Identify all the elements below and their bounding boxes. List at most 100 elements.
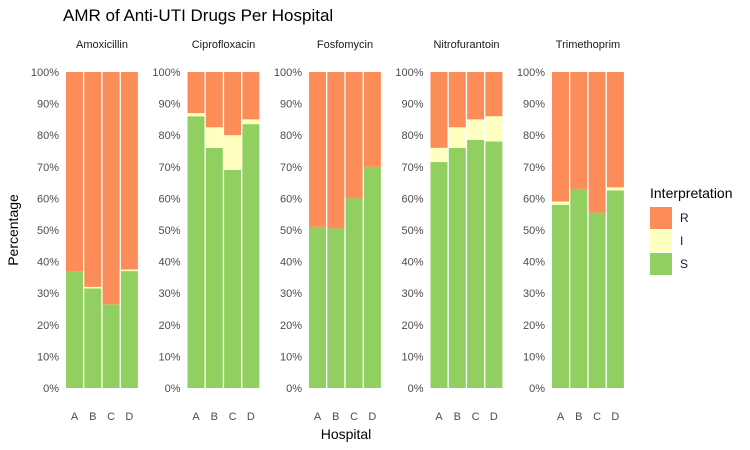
x-tick-label: B bbox=[575, 411, 582, 423]
bar-segment-r-d bbox=[120, 72, 138, 270]
y-tick-label: 60% bbox=[280, 193, 302, 205]
bar-segment-s-c bbox=[467, 139, 485, 388]
legend-key-s bbox=[650, 253, 672, 275]
bar-segment-r-c bbox=[345, 72, 363, 199]
bar-segment-s-d bbox=[120, 271, 138, 388]
x-tick-label: D bbox=[611, 411, 619, 423]
facet-ciprofloxacin: Ciprofloxacin 0% 10% 20% 30% 40% 50% 60% 70% 80% 9… bbox=[152, 39, 260, 423]
x-tick-label: A bbox=[435, 411, 443, 423]
x-tick-label: C bbox=[593, 411, 601, 423]
x-tick-label: B bbox=[454, 411, 461, 423]
bar-segment-r-a bbox=[66, 72, 83, 272]
facet-label: Ciprofloxacin bbox=[192, 39, 256, 51]
bar-segment-s-b bbox=[570, 188, 588, 388]
y-tick-label: 90% bbox=[37, 99, 59, 111]
x-tick-label: D bbox=[125, 411, 133, 423]
bar-segment-i-a bbox=[552, 201, 569, 205]
y-tick-label: 0% bbox=[286, 383, 302, 395]
x-tick-label: D bbox=[490, 411, 498, 423]
bar-segment-i-d bbox=[242, 119, 260, 125]
y-tick-label: 40% bbox=[280, 257, 302, 269]
y-tick-label: 10% bbox=[280, 351, 302, 363]
y-tick-label: 70% bbox=[401, 162, 423, 174]
y-tick-label: 30% bbox=[401, 288, 423, 300]
bar-segment-s-c bbox=[224, 169, 242, 388]
bar-segment-r-b bbox=[205, 72, 223, 128]
y-tick-label: 20% bbox=[523, 320, 545, 332]
y-tick-label: 70% bbox=[37, 162, 59, 174]
bar-segment-r-b bbox=[327, 72, 345, 229]
y-tick-label: 50% bbox=[280, 225, 302, 237]
y-tick-label: 40% bbox=[401, 257, 423, 269]
bar-segment-r-c bbox=[588, 72, 606, 213]
bar-segment-i-c bbox=[224, 135, 242, 170]
bar-segment-s-d bbox=[485, 141, 503, 388]
legend-title: Interpretation bbox=[650, 185, 733, 201]
facet-trimethoprim: Trimethoprim 0% 10% 20% 30% 40% 50% 60% 70% 80% 90… bbox=[517, 39, 624, 423]
bar-segment-s-a bbox=[430, 162, 448, 388]
x-tick-label: B bbox=[211, 411, 218, 423]
y-axis-title: Percentage bbox=[5, 194, 21, 266]
legend-label-s: S bbox=[680, 257, 688, 271]
y-tick-label: 60% bbox=[37, 193, 59, 205]
bar-segment-s-a bbox=[187, 116, 205, 389]
y-tick-label: 10% bbox=[37, 351, 59, 363]
facet-fosfomycin: Fosfomycin 0% 10% 20% 30% 40% 50% 60% 70% 80% 90% 1… bbox=[274, 39, 381, 423]
y-tick-label: 50% bbox=[158, 225, 180, 237]
bar-segment-i-a bbox=[430, 147, 448, 163]
y-tick-label: 0% bbox=[408, 383, 424, 395]
bar-segment-r-c bbox=[224, 72, 242, 136]
bar-segment-r-b bbox=[84, 72, 102, 287]
legend: Interpretation RIS bbox=[650, 185, 733, 275]
bar-segment-i-b bbox=[205, 127, 223, 148]
y-tick-label: 30% bbox=[37, 288, 59, 300]
y-tick-label: 90% bbox=[401, 99, 423, 111]
facet-label: Amoxicillin bbox=[76, 39, 128, 51]
bar-segment-s-d bbox=[363, 166, 381, 388]
legend-key-r bbox=[650, 207, 672, 229]
y-tick-label: 60% bbox=[158, 193, 180, 205]
bar-segment-i-d bbox=[606, 187, 624, 191]
y-tick-label: 50% bbox=[401, 225, 423, 237]
y-tick-label: 80% bbox=[280, 130, 302, 142]
x-tick-label: C bbox=[229, 411, 237, 423]
bar-segment-i-d bbox=[120, 269, 138, 272]
y-tick-label: 80% bbox=[401, 130, 423, 142]
facet-label: Nitrofurantoin bbox=[433, 39, 499, 51]
y-tick-label: 90% bbox=[280, 99, 302, 111]
bar-segment-s-d bbox=[606, 190, 624, 388]
facet-nitrofurantoin: Nitrofurantoin 0% 10% 20% 30% 40% 50% 60% 70% 80%… bbox=[395, 39, 503, 423]
y-tick-label: 90% bbox=[523, 99, 545, 111]
bar-segment-i-b bbox=[448, 127, 466, 148]
y-tick-label: 10% bbox=[158, 351, 180, 363]
y-tick-label: 60% bbox=[523, 193, 545, 205]
bar-segment-s-d bbox=[242, 124, 260, 388]
bar-segment-r-d bbox=[242, 72, 260, 120]
bar-segment-r-a bbox=[309, 72, 326, 227]
legend-label-r: R bbox=[680, 211, 689, 225]
facet-label: Trimethoprim bbox=[556, 39, 620, 51]
facet-panels: Amoxicillin 0% 10% 20% 30% 40% 50% 60% 70% 80% 90%… bbox=[31, 39, 624, 423]
y-tick-label: 10% bbox=[401, 351, 423, 363]
y-tick-label: 10% bbox=[523, 351, 545, 363]
bar-segment-s-b bbox=[448, 147, 466, 388]
bar-segment-r-a bbox=[552, 72, 569, 202]
y-tick-label: 20% bbox=[37, 320, 59, 332]
y-tick-label: 30% bbox=[280, 288, 302, 300]
y-tick-label: 100% bbox=[31, 67, 59, 79]
bar-segment-s-c bbox=[102, 304, 120, 388]
x-tick-label: A bbox=[314, 411, 322, 423]
bar-segment-r-d bbox=[606, 72, 624, 188]
bar-segment-s-a bbox=[309, 226, 326, 388]
y-tick-label: 70% bbox=[158, 162, 180, 174]
bar-segment-r-d bbox=[363, 72, 381, 167]
x-tick-label: A bbox=[557, 411, 565, 423]
y-tick-label: 20% bbox=[280, 320, 302, 332]
y-tick-label: 40% bbox=[523, 257, 545, 269]
bar-segment-i-b bbox=[84, 286, 102, 289]
facet-label: Fosfomycin bbox=[317, 39, 373, 51]
y-tick-label: 0% bbox=[529, 383, 545, 395]
y-tick-label: 0% bbox=[43, 383, 59, 395]
x-tick-label: C bbox=[350, 411, 358, 423]
facet-amoxicillin: Amoxicillin 0% 10% 20% 30% 40% 50% 60% 70% 80% 90%… bbox=[31, 39, 138, 423]
